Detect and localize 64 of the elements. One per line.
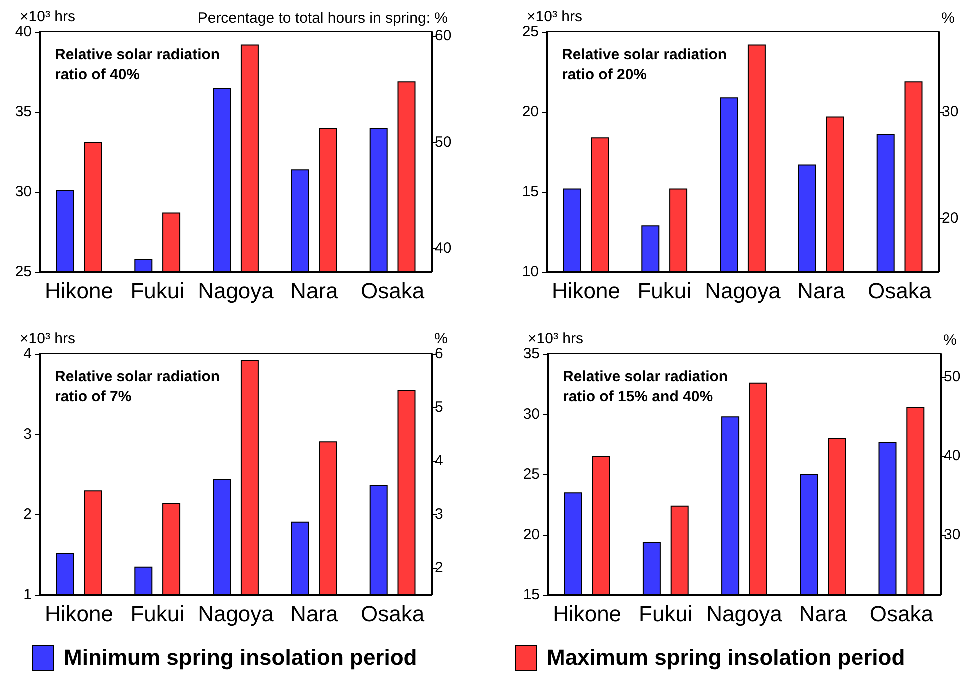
y2-tick-label: 30	[942, 104, 959, 120]
y2-tick-label: 40	[435, 240, 452, 258]
y-tick-label: 15	[522, 184, 539, 200]
x-tick-label: Osaka	[361, 278, 426, 304]
x-tick-label: Fukui	[638, 278, 692, 304]
y-axis-title: ×10³ hrs	[20, 8, 76, 26]
x-tick-label: Osaka	[361, 602, 426, 626]
y-tick-label: 40	[15, 24, 32, 40]
x-tick-label: Nara	[290, 278, 340, 304]
y2-tick-label: 5	[435, 399, 444, 416]
y-tick-label: 3	[24, 426, 32, 443]
x-tick-label: Nara	[290, 602, 340, 626]
y2-tick-label: 50	[944, 368, 961, 386]
y-tick-label: 20	[522, 104, 539, 120]
x-tick-label: Nara	[799, 602, 848, 626]
y2-axis-title: %	[942, 10, 955, 27]
y-tick-label: 2	[24, 506, 32, 524]
x-tick-label: Osaka	[868, 278, 932, 304]
y-tick-label: 25	[522, 24, 539, 40]
y-axis-title: ×10³ hrs	[528, 330, 584, 348]
y2-tick-label: 40	[944, 447, 961, 464]
text: Relative solar radiation ratio of 40%	[55, 46, 224, 84]
y-axis-title: ×10³ hrs	[20, 330, 76, 348]
legend-label: Minimum spring insolation period	[64, 645, 418, 671]
y2-tick-label: 50	[435, 134, 452, 151]
y-tick-label: 20	[523, 526, 540, 544]
x-tick-label: Nara	[798, 278, 846, 304]
text: Relative solar radiation ratio of 15% and 40%	[563, 368, 732, 406]
y2-tick-label: 20	[942, 210, 959, 228]
x-tick-label: Fukui	[130, 602, 184, 626]
x-tick-label: Hikone	[44, 278, 114, 304]
x-tick-label: Hikone	[553, 602, 622, 626]
y2-axis-title: %	[944, 332, 957, 349]
y2-tick-label: 60	[435, 28, 452, 45]
y2-tick-label: 2	[435, 560, 444, 577]
y-tick-label: 10	[522, 264, 539, 280]
y-tick-label: 25	[523, 466, 540, 483]
x-tick-label: Nagoya	[705, 278, 782, 304]
y2-tick-label: 6	[435, 346, 444, 362]
x-tick-label: Hikone	[44, 602, 114, 626]
y2-axis-title: %	[434, 330, 448, 348]
text: Relative solar radiation ratio of 20%	[562, 46, 732, 84]
y-tick-label: 30	[523, 406, 540, 423]
y-tick-label: 30	[15, 184, 32, 200]
legend-label: Maximum spring insolation period	[547, 645, 906, 671]
y-tick-label: 35	[15, 104, 32, 120]
y-tick-label: 25	[15, 264, 32, 280]
y2-tick-label: 3	[435, 506, 444, 524]
text: Relative solar radiation ratio of 7%	[55, 368, 224, 406]
y-tick-label: 4	[24, 346, 32, 362]
x-tick-label: Osaka	[870, 602, 934, 626]
y2-axis-title: Percentage to total hours in spring: %	[198, 10, 448, 27]
y-tick-label: 35	[523, 346, 540, 362]
x-tick-label: Nagoya	[198, 602, 275, 626]
y-tick-label: 1	[24, 586, 32, 604]
x-tick-label: Fukui	[639, 602, 693, 626]
y2-tick-label: 4	[435, 452, 444, 470]
x-tick-label: Fukui	[130, 278, 184, 304]
x-tick-label: Hikone	[552, 278, 620, 304]
x-tick-label: Nagoya	[198, 278, 275, 304]
y2-tick-label: 30	[944, 526, 961, 544]
x-tick-label: Nagoya	[706, 602, 784, 626]
y-axis-title: ×10³ hrs	[527, 8, 582, 26]
y-tick-label: 15	[523, 586, 540, 604]
